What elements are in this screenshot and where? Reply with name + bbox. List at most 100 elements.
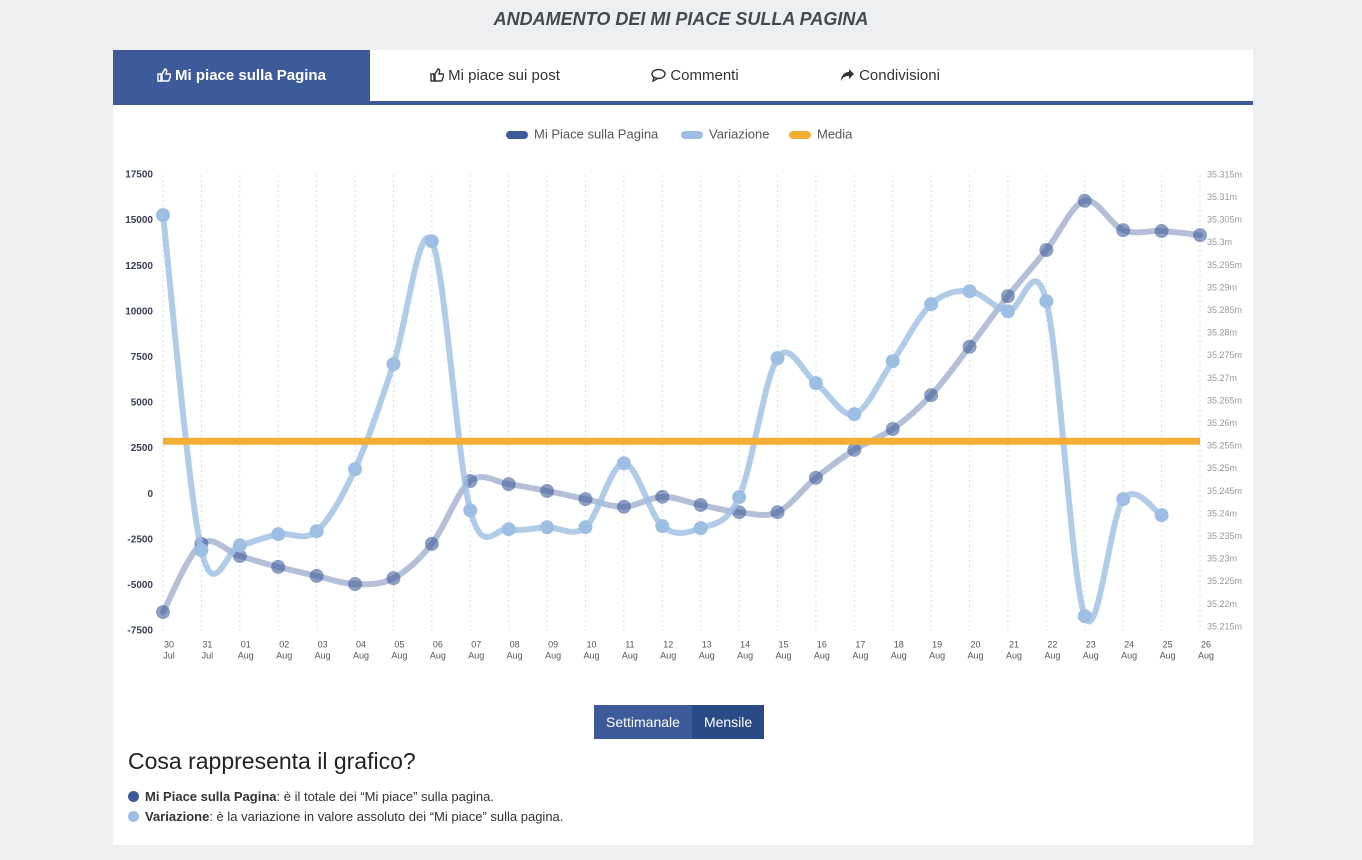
chart: 30Jul31Jul01Aug02Aug03Aug04Aug05Aug06Aug…: [125, 126, 1242, 660]
icon: [157, 68, 172, 82]
data-point: [463, 503, 478, 518]
y2-tick-label: 35.305m: [1207, 215, 1242, 225]
y2-tick-label: 35.31m: [1207, 192, 1237, 202]
data-point: [1077, 193, 1092, 208]
x-tick-label: Aug: [276, 650, 292, 660]
tab-label: Mi piace sui post: [448, 67, 560, 84]
data-point: [693, 521, 708, 536]
data-point: [847, 407, 862, 422]
data-point: [309, 524, 324, 539]
data-point: [655, 489, 670, 504]
data-point: [194, 543, 209, 558]
y2-tick-label: 35.235m: [1207, 531, 1242, 541]
data-point: [232, 549, 247, 564]
data-point: [808, 376, 823, 391]
y2-tick-label: 35.25m: [1207, 463, 1237, 473]
data-point: [386, 571, 401, 586]
data-point: [693, 497, 708, 512]
x-tick-label: 20: [971, 639, 981, 649]
description: : è la variazione in valore assoluto dei…: [209, 809, 564, 824]
x-tick-label: Aug: [545, 650, 561, 660]
data-point: [501, 477, 516, 492]
legend-explanation: Mi Piace sulla Pagina: è il totale dei “…: [128, 787, 563, 827]
data-point: [156, 208, 170, 223]
y-tick-label: -7500: [127, 626, 153, 637]
x-tick-label: 08: [510, 639, 520, 649]
icon: [430, 68, 445, 82]
button[interactable]: Settimanale: [594, 705, 692, 739]
x-tick-label: 16: [817, 639, 827, 649]
item: Mi Piace sulla Pagina: è il totale dei “…: [128, 787, 563, 807]
y2-tick-label: 35.265m: [1207, 395, 1242, 405]
legend-label: Mi Piace sulla Pagina: [534, 126, 659, 141]
data-point: [847, 442, 862, 457]
tab[interactable]: Mi piace sulla Pagina: [113, 50, 370, 101]
legend-swatch: [506, 131, 528, 139]
legend-label: Media: [817, 126, 853, 141]
x-tick-label: Aug: [1198, 650, 1214, 660]
data-point: [1154, 224, 1169, 239]
x-tick-label: Aug: [968, 650, 984, 660]
data-point: [924, 388, 939, 403]
data-point: [808, 470, 823, 485]
x-tick-label: 02: [279, 639, 289, 649]
x-tick-label: 22: [1047, 639, 1057, 649]
y2-tick-label: 35.275m: [1207, 350, 1242, 360]
tab[interactable]: Mi piace sui post: [370, 50, 620, 101]
icon: [651, 68, 667, 83]
y2-tick-label: 35.27m: [1207, 373, 1237, 383]
x-tick-label: Aug: [430, 650, 446, 660]
x-tick-label: Aug: [737, 650, 753, 660]
x-tick-label: 18: [894, 639, 904, 649]
x-tick-label: 05: [394, 639, 404, 649]
data-point: [1000, 304, 1015, 319]
x-tick-label: Aug: [622, 650, 638, 660]
data-point: [540, 483, 555, 498]
data-point: [885, 422, 900, 437]
page-title: ANDAMENTO DEI MI PIACE SULLA PAGINA: [493, 9, 869, 29]
data-point: [271, 559, 286, 574]
data-point: [1000, 289, 1015, 304]
data-point: [348, 577, 363, 592]
heading: Cosa rappresenta il grafico?: [128, 748, 416, 774]
data-point: [655, 519, 670, 534]
y2-tick-label: 35.22m: [1207, 599, 1237, 609]
y2-tick-label: 35.23m: [1207, 554, 1237, 564]
button[interactable]: Mensile: [691, 705, 765, 739]
data-point: [271, 527, 286, 542]
tab[interactable]: Condivisioni: [770, 50, 1010, 101]
y2-tick-label: 35.295m: [1207, 260, 1242, 270]
data-point: [962, 284, 977, 299]
tab-label: Condivisioni: [859, 67, 940, 84]
x-tick-label: Jul: [202, 650, 214, 660]
x-tick-label: 13: [702, 639, 712, 649]
y2-tick-label: 35.315m: [1207, 169, 1242, 179]
legend-swatch: [789, 131, 811, 139]
y2-tick-label: 35.245m: [1207, 486, 1242, 496]
y2-tick-label: 35.26m: [1207, 418, 1237, 428]
data-point: [616, 499, 631, 514]
tab[interactable]: Commenti: [620, 50, 770, 101]
data-point: [616, 456, 631, 471]
data-point: [770, 505, 785, 520]
data-point: [309, 568, 324, 583]
y-tick-label: 2500: [131, 443, 154, 454]
x-tick-label: 31: [202, 639, 212, 649]
x-tick-label: 23: [1086, 639, 1096, 649]
data-point: [885, 354, 900, 369]
x-tick-label: Aug: [315, 650, 331, 660]
x-tick-label: 09: [548, 639, 558, 649]
x-tick-label: 25: [1163, 639, 1173, 649]
data-point: [924, 297, 939, 312]
data-point: [348, 462, 363, 477]
x-tick-label: 01: [241, 639, 251, 649]
data-point: [424, 536, 439, 551]
y-tick-label: 15000: [125, 215, 153, 226]
x-tick-label: 15: [779, 639, 789, 649]
x-tick-label: 26: [1201, 639, 1211, 649]
data-point: [540, 520, 555, 535]
x-tick-label: Aug: [391, 650, 407, 660]
data-point: [578, 492, 593, 507]
data-point: [1077, 609, 1092, 624]
y-tick-label: 7500: [131, 352, 154, 363]
